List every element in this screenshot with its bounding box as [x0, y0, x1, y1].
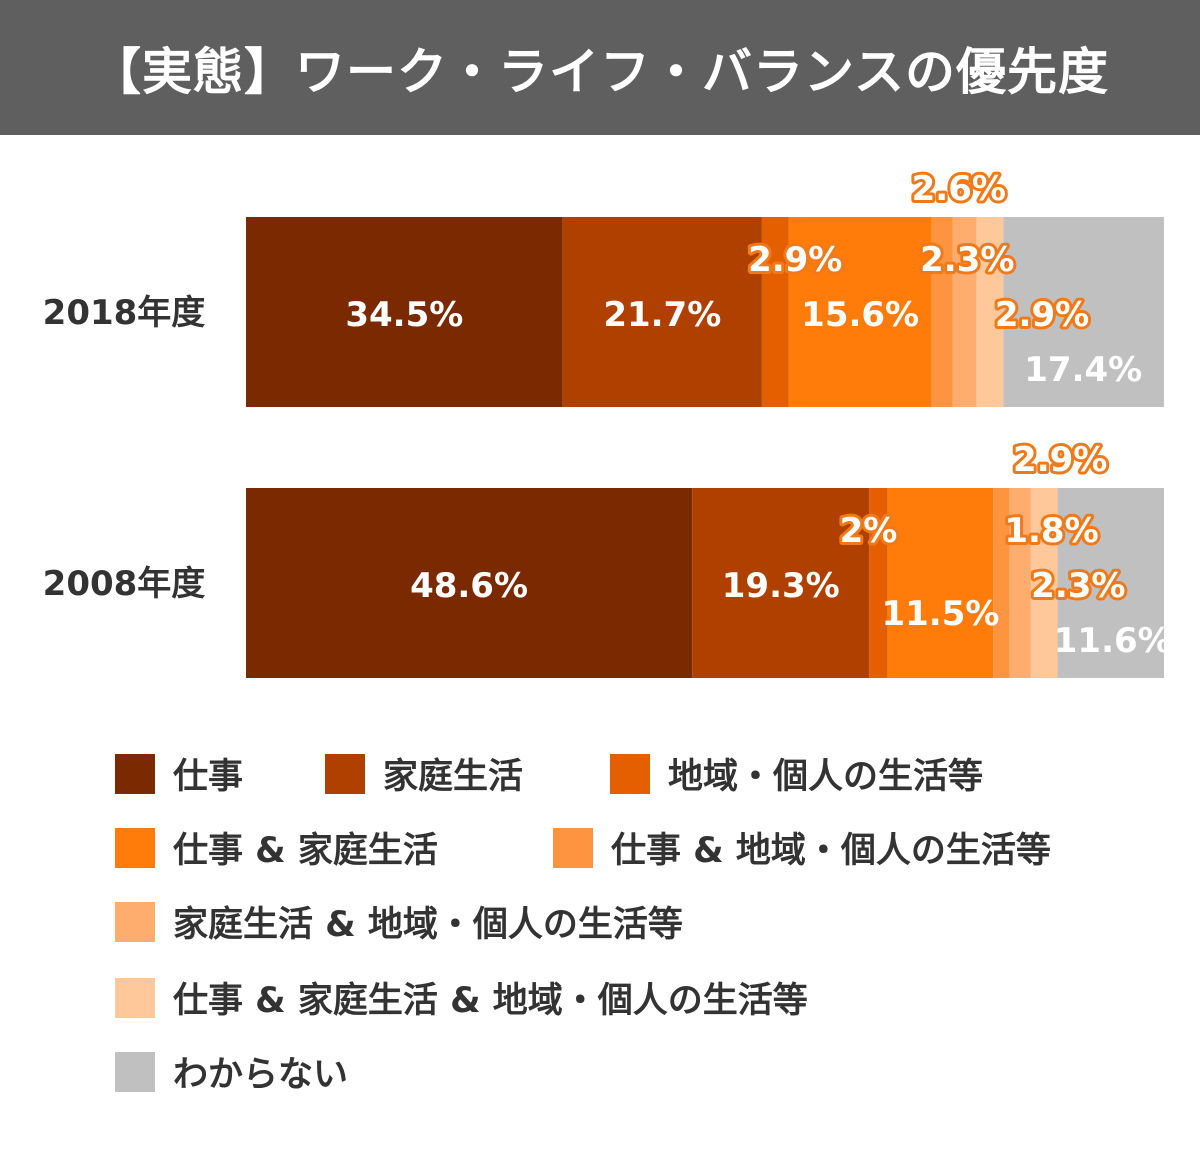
data-label-1-5: 2.3%	[1031, 566, 1125, 606]
legend-item-3: 仕事 & 家庭生活	[115, 822, 438, 873]
bar-segment-1-0	[246, 488, 693, 678]
legend-item-2: 地域・個人の生活等	[610, 748, 983, 799]
legend-swatch-3	[115, 827, 155, 868]
bar-segment-1-7	[1057, 488, 1164, 678]
bar-segment-0-6	[976, 217, 1004, 407]
legend-item-4: 仕事 & 地域・個人の生活等	[553, 822, 1051, 873]
legend-label-6: 仕事 & 家庭生活 & 地域・個人の生活等	[173, 981, 808, 1021]
legend-item-5: 家庭生活 & 地域・個人の生活等	[115, 896, 683, 947]
bar-segment-0-2	[761, 217, 789, 407]
bar-segment-0-5	[952, 217, 977, 407]
bar-segment-1-3	[887, 488, 994, 678]
data-label-1-0: 48.6%	[410, 566, 528, 606]
data-label-1-4: 1.8%	[1004, 511, 1098, 551]
legend-label-3: 仕事 & 家庭生活	[173, 831, 438, 871]
category-label-1: 2008年度	[43, 564, 206, 604]
bar-segment-0-0	[246, 217, 563, 407]
legend-swatch-6	[115, 977, 155, 1018]
bar-segment-remainder-0	[1163, 217, 1164, 407]
data-label-0-3: 15.6%	[801, 295, 919, 335]
data-label-1-1: 19.3%	[722, 566, 840, 606]
legend-label-2: 地域・個人の生活等	[668, 757, 984, 797]
legend-label-0: 仕事	[173, 757, 244, 797]
data-label-1-7: 11.6%	[1054, 621, 1172, 661]
legend-label-7: わからない	[173, 1055, 349, 1095]
data-label-0-6: 2.9%	[995, 295, 1089, 335]
data-label-1-2: 2%	[840, 511, 898, 551]
legend-label-5: 家庭生活 & 地域・個人の生活等	[173, 905, 683, 945]
legend-swatch-5	[115, 901, 155, 942]
bar-segment-1-5	[1009, 488, 1031, 678]
data-label-1-6: 2.9%	[1013, 440, 1107, 480]
category-label-0: 2018年度	[43, 293, 206, 333]
legend-label-4: 仕事 & 地域・個人の生活等	[611, 831, 1051, 871]
chart-title: 【実態】ワーク・ライフ・バランスの優先度	[91, 42, 1109, 101]
bar-segment-1-4	[993, 488, 1010, 678]
data-label-0-4: 2.3%	[920, 240, 1014, 280]
bar-segment-1-6	[1030, 488, 1058, 678]
legend-item-1: 家庭生活	[325, 748, 523, 799]
data-label-0-2: 2.9%	[748, 240, 842, 280]
data-label-1-3: 11.5%	[881, 594, 999, 634]
bar-segment-1-2	[869, 488, 888, 678]
bar-segment-0-1	[562, 217, 762, 407]
legend-swatch-1	[325, 753, 365, 794]
legend-label-1: 家庭生活	[383, 757, 524, 797]
legend-swatch-0	[115, 753, 155, 794]
data-label-0-7: 17.4%	[1024, 350, 1142, 390]
data-label-0-0: 34.5%	[345, 295, 463, 335]
data-label-0-1: 21.7%	[603, 295, 721, 335]
legend-swatch-4	[553, 827, 593, 868]
bar-segment-0-3	[788, 217, 932, 407]
legend-swatch-2	[610, 753, 650, 794]
bar-segment-0-4	[931, 217, 953, 407]
legend-item-7: わからない	[115, 1046, 348, 1097]
data-label-0-5: 2.6%	[912, 169, 1006, 209]
bar-segment-0-7	[1003, 217, 1164, 407]
legend-swatch-7	[115, 1051, 155, 1092]
stacked-bar-chart: 2018年度 34.5% 21.7%2.9%15.6%2.3%2.6%2.9%17.…	[43, 166, 1172, 678]
bar-segment-1-1	[692, 488, 870, 678]
legend-item-0: 仕事	[115, 748, 243, 799]
legend-item-6: 仕事 & 家庭生活 & 地域・個人の生活等	[115, 972, 808, 1023]
title-banner: 【実態】ワーク・ライフ・バランスの優先度	[0, 0, 1200, 135]
